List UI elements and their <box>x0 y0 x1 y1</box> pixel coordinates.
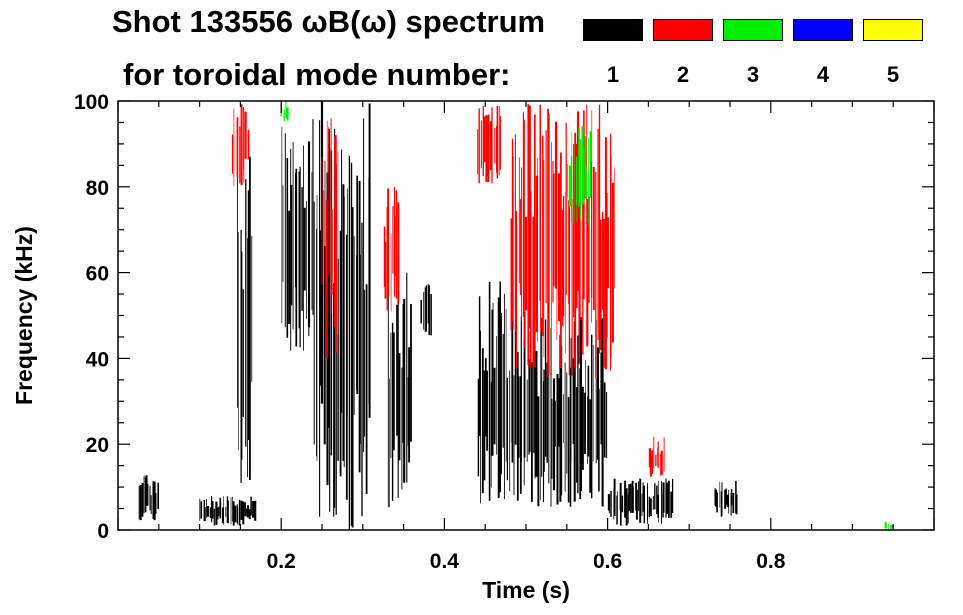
spectral-region-mode-1 <box>313 101 371 530</box>
chart-title: Shot 133556 ωB(ω) spectrum <box>112 4 546 39</box>
spectral-region-mode-1 <box>714 480 738 517</box>
legend-swatch-mode-2 <box>653 19 713 41</box>
y-axis-label: Frequency (kHz) <box>11 226 37 405</box>
axis-tick-labels: 0 20 40 60 80 100 0.2 0.4 0.6 0.8 <box>74 91 786 573</box>
spectral-region-mode-1 <box>526 317 608 507</box>
spectral-region-mode-1 <box>387 272 412 508</box>
y-tick-label: 100 <box>74 91 109 114</box>
spectral-region-mode-1 <box>607 478 674 526</box>
spectral-region-mode-1 <box>138 475 160 521</box>
y-tick-label: 0 <box>97 520 109 543</box>
spectral-region-mode-2 <box>231 104 250 186</box>
legend-label-mode-4: 4 <box>816 62 830 87</box>
spectral-region-mode-1 <box>281 119 314 351</box>
legend-label-mode-1: 1 <box>606 62 620 87</box>
x-tick-label: 0.8 <box>756 550 786 573</box>
spectral-region-mode-2 <box>383 186 400 312</box>
x-tick-label: 0.4 <box>430 550 460 573</box>
spectral-region-mode-2 <box>321 118 339 359</box>
legend-label-mode-3: 3 <box>746 62 760 87</box>
spectral-region-mode-1 <box>477 281 526 504</box>
y-tick-label: 40 <box>86 348 109 371</box>
spectral-region-mode-2 <box>510 104 615 378</box>
y-tick-label: 20 <box>86 434 109 457</box>
spectral-region-mode-2 <box>477 105 501 184</box>
spectral-region-mode-3 <box>280 101 289 122</box>
plot-frame <box>117 100 935 531</box>
y-tick-label: 60 <box>86 263 109 286</box>
legend-label-mode-5: 5 <box>886 62 900 87</box>
legend-swatch-mode-4 <box>793 19 853 41</box>
spectral-region-mode-1 <box>236 156 253 483</box>
spectral-region-mode-3 <box>884 521 893 530</box>
spectral-region-mode-3 <box>567 126 592 225</box>
x-tick-label: 0.2 <box>267 550 296 573</box>
legend-swatch-mode-1 <box>583 19 643 41</box>
spectral-region-mode-1 <box>199 496 257 526</box>
x-tick-label: 0.6 <box>593 550 622 573</box>
legend-label-mode-2: 2 <box>676 62 690 87</box>
x-axis-label: Time (s) <box>482 577 570 603</box>
chart-subtitle: for toroidal mode number: <box>123 57 511 92</box>
legend-swatch-mode-5 <box>863 19 923 41</box>
legend-swatch-mode-3 <box>723 19 783 41</box>
spectral-region-mode-1 <box>420 283 432 336</box>
spectral-regions <box>138 101 893 530</box>
y-tick-label: 80 <box>86 177 109 200</box>
spectral-region-mode-2 <box>648 436 665 477</box>
axis-ticks <box>117 100 935 531</box>
